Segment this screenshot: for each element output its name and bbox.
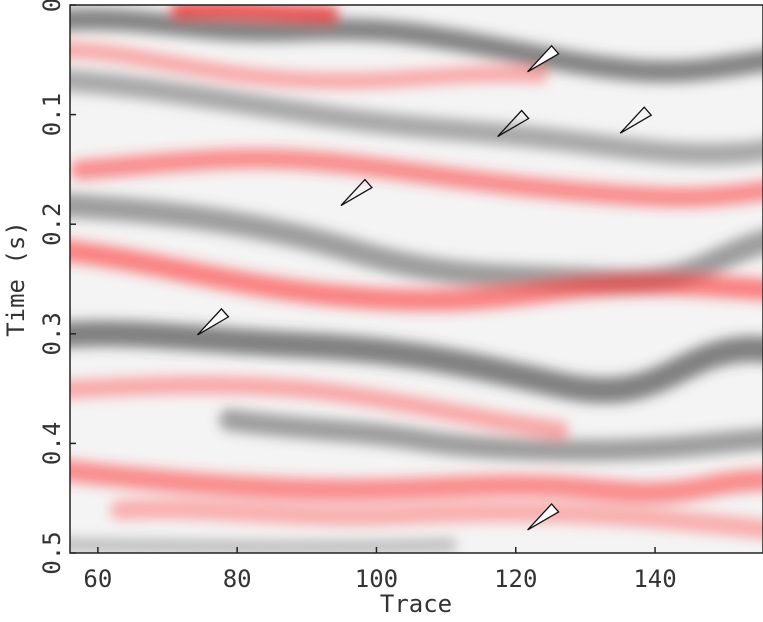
x-tick-label: 120 xyxy=(494,565,537,593)
arrow xyxy=(340,178,373,207)
y-tick-label: 0.1 xyxy=(38,93,66,136)
arrow xyxy=(196,307,230,336)
x-tick-label: 60 xyxy=(83,565,112,593)
seismic-image xyxy=(70,5,763,553)
y-axis-label: Time (s) xyxy=(2,221,30,337)
y-tick-label: 0.5 xyxy=(38,531,66,574)
y-tick-label: 0.4 xyxy=(38,422,66,465)
x-tick-label: 140 xyxy=(633,565,676,593)
plot-frame xyxy=(69,4,763,554)
arrow xyxy=(497,109,530,138)
y-tick-label: 0 xyxy=(38,0,66,12)
x-axis-label: Trace xyxy=(380,590,452,618)
arrow xyxy=(527,44,560,73)
arrow xyxy=(527,503,560,531)
y-tick-label: 0.3 xyxy=(38,312,66,355)
x-tick-label: 100 xyxy=(355,565,398,593)
y-tick-label: 0.2 xyxy=(38,203,66,246)
arrow xyxy=(619,106,653,134)
x-tick-label: 80 xyxy=(223,565,252,593)
